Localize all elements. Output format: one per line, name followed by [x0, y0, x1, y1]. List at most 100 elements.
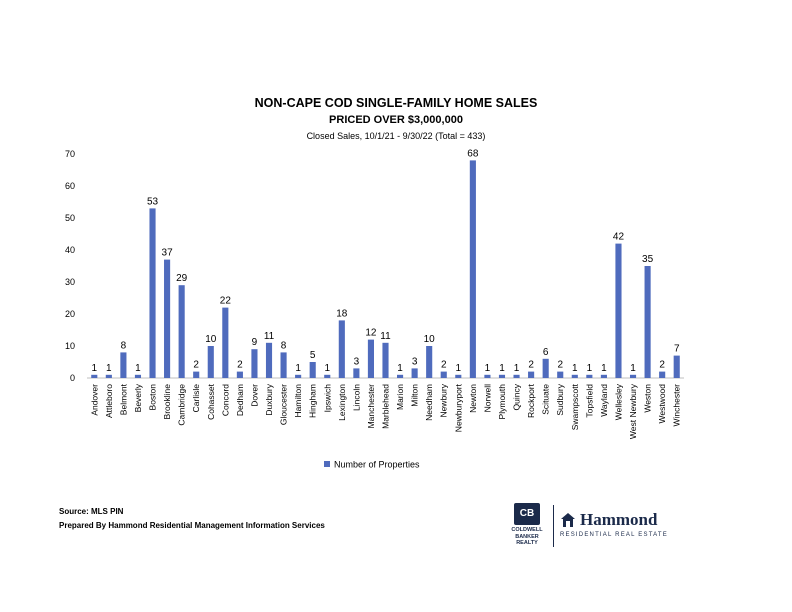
data-label: 1 — [135, 363, 141, 374]
data-label: 37 — [162, 248, 174, 259]
x-tick-label: Wayland — [599, 384, 609, 417]
x-tick-label: Winchester — [672, 384, 682, 427]
x-tick-label: Newton — [468, 384, 478, 413]
bar — [120, 352, 127, 378]
data-label: 53 — [147, 196, 159, 207]
data-label: 5 — [310, 350, 316, 361]
bar — [659, 371, 666, 378]
legend-label: Number of Properties — [334, 460, 420, 470]
bar — [498, 374, 506, 378]
x-tick-label: Wellesley — [613, 383, 623, 420]
data-label: 3 — [354, 356, 360, 367]
data-label: 2 — [441, 360, 447, 371]
x-tick-label: Manchester — [366, 384, 376, 429]
y-tick-label: 0 — [70, 373, 75, 383]
bar — [382, 342, 389, 378]
data-label: 10 — [205, 334, 217, 345]
data-label: 1 — [499, 363, 505, 374]
x-tick-label: Hamilton — [293, 384, 303, 418]
data-label: 1 — [324, 363, 330, 374]
data-label: 68 — [467, 148, 479, 159]
bar — [455, 374, 462, 378]
x-tick-label: Swampscott — [570, 383, 580, 430]
x-tick-label: Dedham — [235, 384, 245, 416]
data-label: 1 — [587, 363, 593, 374]
x-tick-label: Newbury — [439, 383, 449, 417]
bar — [164, 259, 171, 378]
x-tick-label: Ipswich — [322, 384, 332, 413]
data-label: 10 — [424, 334, 436, 345]
legend-swatch — [324, 461, 330, 467]
bar — [673, 355, 680, 378]
x-tick-label: Boston — [148, 384, 158, 411]
bar — [440, 371, 447, 378]
x-tick-label: Gloucester — [279, 384, 289, 425]
bar — [149, 208, 156, 378]
bar — [528, 371, 535, 378]
data-label: 2 — [557, 360, 563, 371]
y-tick-label: 20 — [65, 309, 75, 319]
data-label: 18 — [336, 308, 348, 319]
data-label: 2 — [193, 360, 199, 371]
data-label: 1 — [630, 363, 636, 374]
data-label: 8 — [281, 340, 287, 351]
bar — [644, 266, 651, 378]
y-tick-label: 70 — [65, 149, 75, 159]
bar — [324, 374, 331, 378]
x-tick-label: Scituate — [541, 384, 551, 415]
chart-title: NON-CAPE COD SINGLE-FAMILY HOME SALES — [254, 96, 538, 110]
data-label: 1 — [514, 363, 520, 374]
bar — [615, 243, 622, 378]
data-label: 1 — [601, 363, 607, 374]
data-label: 2 — [528, 360, 534, 371]
x-tick-label: Westwood — [657, 384, 667, 424]
bar — [178, 285, 185, 378]
x-tick-label: Marion — [395, 384, 405, 410]
y-tick-label: 10 — [65, 341, 75, 351]
bar — [105, 374, 112, 378]
bar — [411, 368, 418, 378]
prepared-by-note: Prepared By Hammond Residential Manageme… — [59, 521, 325, 530]
bar — [236, 371, 243, 378]
x-tick-label: Brookline — [162, 384, 172, 420]
data-label: 11 — [380, 331, 391, 342]
data-label: 35 — [642, 254, 654, 265]
bar — [222, 307, 229, 378]
y-tick-label: 30 — [65, 277, 75, 287]
bar — [542, 358, 549, 378]
chart-subtitle: PRICED OVER $3,000,000 — [329, 114, 463, 126]
bar — [557, 371, 564, 378]
bar — [353, 368, 360, 378]
bar — [280, 352, 287, 378]
hammond-logo: Hammond RESIDENTIAL REAL ESTATE — [560, 510, 675, 538]
y-tick-label: 50 — [65, 213, 75, 223]
bar — [265, 342, 273, 378]
data-label: 1 — [456, 363, 462, 374]
bar — [91, 374, 98, 378]
bar — [484, 374, 491, 378]
bar — [469, 160, 476, 378]
x-tick-label: Lincoln — [351, 384, 361, 411]
y-tick-label: 40 — [65, 245, 75, 255]
x-tick-label: Newburyport — [453, 383, 463, 432]
data-label: 1 — [106, 363, 112, 374]
bar — [367, 339, 374, 378]
x-tick-label: Weston — [643, 384, 653, 413]
bar — [207, 346, 214, 378]
bar — [600, 374, 607, 378]
x-tick-label: Cohasset — [206, 383, 216, 420]
data-label: 1 — [572, 363, 578, 374]
bar — [513, 374, 520, 378]
data-label: 3 — [412, 356, 418, 367]
chart-subtitle-dates: Closed Sales, 10/1/21 - 9/30/22 (Total =… — [306, 131, 486, 141]
data-label: 2 — [659, 360, 665, 371]
hammond-name: Hammond — [580, 510, 658, 529]
data-label: 2 — [237, 360, 243, 371]
x-tick-label: Norwell — [482, 384, 492, 412]
bar — [309, 362, 316, 378]
bar — [193, 371, 200, 378]
data-label: 1 — [295, 363, 301, 374]
coldwell-line1: COLDWELL — [511, 527, 543, 533]
x-tick-label: Attleboro — [104, 384, 114, 418]
